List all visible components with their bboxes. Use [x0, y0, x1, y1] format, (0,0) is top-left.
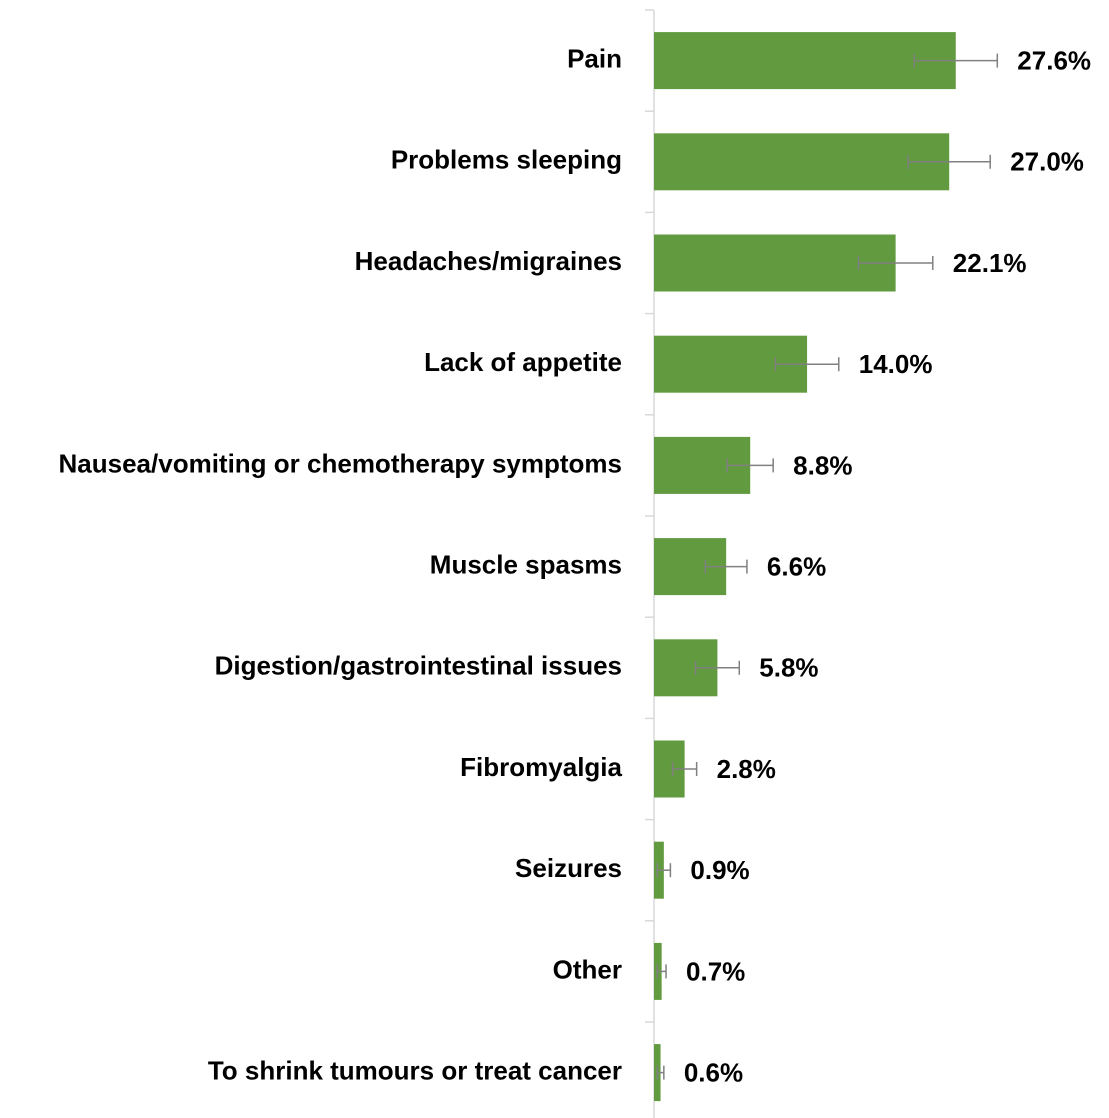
category-label: Seizures	[515, 853, 622, 883]
category-label: To shrink tumours or treat cancer	[208, 1055, 622, 1085]
category-label: Nausea/vomiting or chemotherapy symptoms	[59, 448, 622, 478]
category-label: Headaches/migraines	[355, 246, 622, 276]
bar	[654, 133, 950, 191]
data-label: 0.7%	[686, 956, 745, 986]
data-label: 6.6%	[767, 551, 826, 581]
category-label: Muscle spasms	[430, 549, 622, 579]
category-label: Problems sleeping	[391, 145, 622, 175]
data-label: 8.8%	[793, 450, 852, 480]
data-label: 0.6%	[684, 1057, 743, 1087]
category-label: Lack of appetite	[424, 347, 622, 377]
category-label: Other	[553, 954, 622, 984]
bar	[654, 32, 956, 90]
data-label: 5.8%	[759, 653, 818, 683]
bar	[654, 234, 896, 292]
data-label: 22.1%	[953, 248, 1027, 278]
data-label: 0.9%	[690, 855, 749, 885]
category-label: Digestion/gastrointestinal issues	[215, 651, 622, 681]
data-label: 2.8%	[717, 754, 776, 784]
data-label: 14.0%	[859, 349, 933, 379]
category-label: Pain	[567, 43, 622, 73]
category-label: Fibromyalgia	[460, 752, 622, 782]
data-label: 27.0%	[1010, 147, 1084, 177]
data-label: 27.6%	[1017, 45, 1091, 75]
